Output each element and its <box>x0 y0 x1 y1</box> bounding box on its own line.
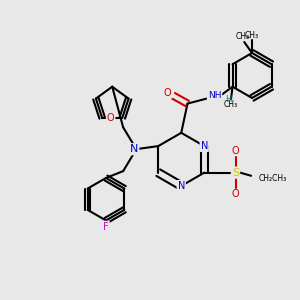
Text: N: N <box>178 181 185 191</box>
Text: CH₃: CH₃ <box>236 32 250 41</box>
Text: O: O <box>232 189 239 199</box>
Text: N: N <box>201 141 208 151</box>
Text: NH: NH <box>208 91 221 100</box>
Text: CH₂CH₃: CH₂CH₃ <box>259 174 287 183</box>
Text: O: O <box>164 88 172 98</box>
Text: CH₃: CH₃ <box>224 100 238 109</box>
Text: S: S <box>232 168 239 178</box>
Text: F: F <box>103 222 109 232</box>
Text: N: N <box>130 144 138 154</box>
Text: CH₃: CH₃ <box>245 31 259 40</box>
Text: O: O <box>107 113 115 123</box>
Text: O: O <box>232 146 239 156</box>
Text: H: H <box>225 95 231 104</box>
